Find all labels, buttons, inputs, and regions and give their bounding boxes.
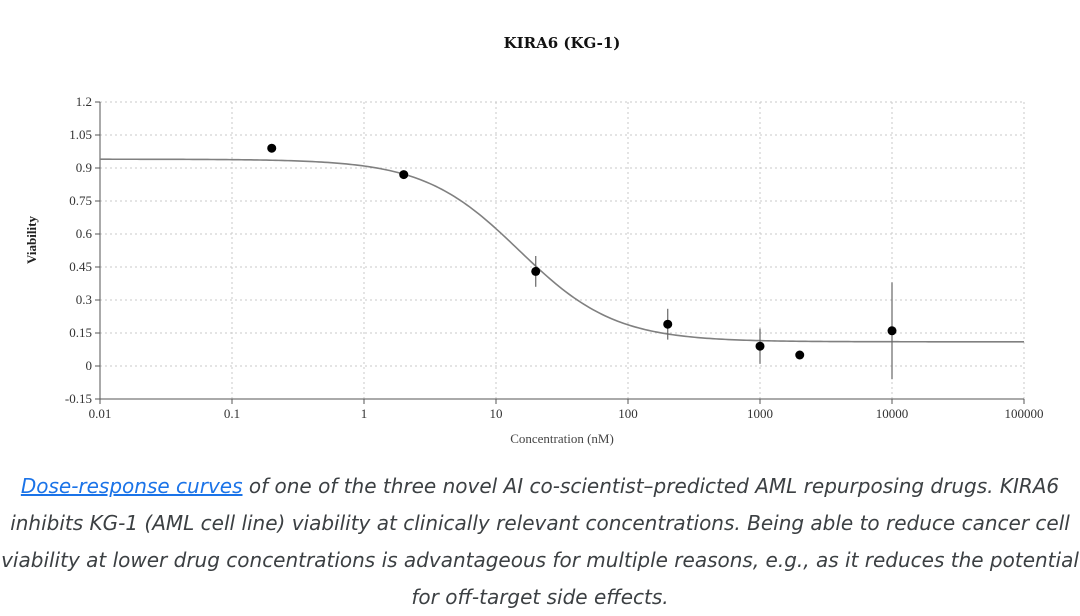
y-tick-label: 0.15 <box>69 325 92 340</box>
data-point <box>795 350 805 360</box>
y-tick-label: 1.05 <box>69 127 92 142</box>
y-tick-label: -0.15 <box>65 391 92 406</box>
caption-link[interactable]: Dose-response curves <box>20 474 243 498</box>
figure-caption: Dose-response curves of one of the three… <box>0 468 1080 616</box>
data-point <box>531 266 541 276</box>
data-point <box>887 326 897 336</box>
x-tick-label: 10000 <box>876 406 909 421</box>
y-tick-label: 0.45 <box>69 259 92 274</box>
axes: 0.01 0.1 1 10 100 1000 10000 100000 -0.15 0 0.15 0.… <box>65 94 1044 421</box>
x-tick-label: 100 <box>618 406 638 421</box>
y-tick-label: 0.3 <box>76 292 92 307</box>
x-tick-label: 0.01 <box>89 406 112 421</box>
chart-title: KIRA6 (KG-1) <box>504 34 621 52</box>
data-points-layer <box>267 143 897 380</box>
y-tick-label: 0 <box>86 358 93 373</box>
x-axis-label: Concentration (nM) <box>510 431 614 446</box>
y-tick-label: 1.2 <box>76 94 92 109</box>
fit-curve-layer <box>100 158 1025 343</box>
fit-curve <box>100 158 1025 343</box>
data-point <box>663 319 673 329</box>
data-point <box>755 341 765 351</box>
y-tick-label: 0.75 <box>69 193 92 208</box>
x-tick-label: 10 <box>490 406 503 421</box>
dose-response-chart: KIRA6 (KG-1) 0.01 0.1 1 10 100 1000 10000 10000… <box>24 34 1044 446</box>
x-tick-label: 1 <box>361 406 368 421</box>
caption-text: of one of the three novel AI co-scientis… <box>1 474 1079 609</box>
gridlines <box>99 101 1025 400</box>
y-axis-label: Viability <box>24 216 39 264</box>
data-point <box>399 170 409 180</box>
y-tick-label: 0.6 <box>76 226 93 241</box>
data-point <box>267 143 277 153</box>
y-tick-label: 0.9 <box>76 160 92 175</box>
x-tick-label: 1000 <box>747 406 773 421</box>
x-tick-label: 100000 <box>1005 406 1044 421</box>
x-tick-label: 0.1 <box>224 406 240 421</box>
